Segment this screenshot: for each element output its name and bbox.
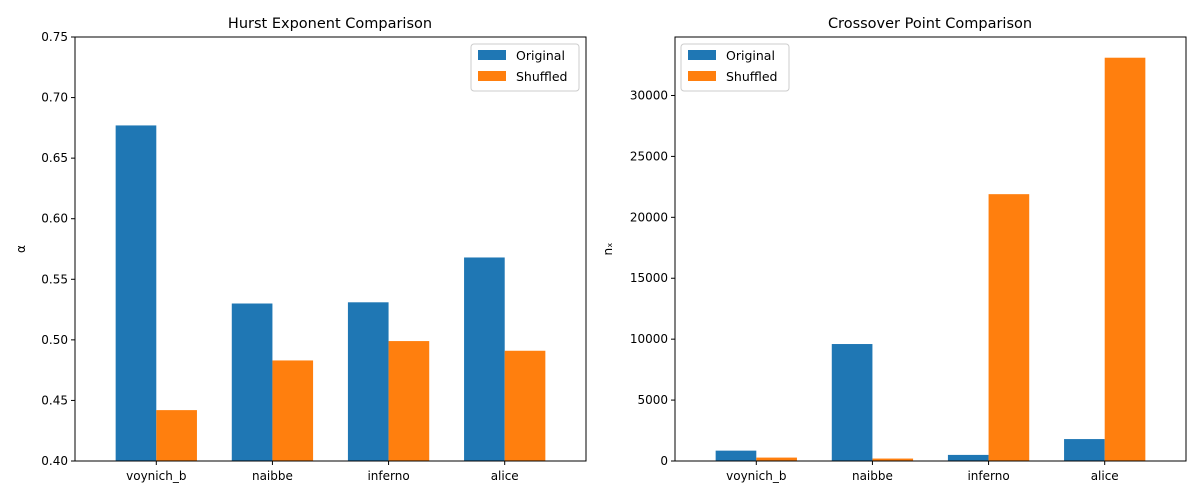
y-tick-label: 10000 xyxy=(630,332,668,346)
legend-label-original: Original xyxy=(516,48,565,63)
x-tick-label: inferno xyxy=(967,469,1009,483)
bar-shuffled-voynich_b xyxy=(756,457,797,461)
bar-original-inferno xyxy=(947,454,989,461)
y-tick-label: 30000 xyxy=(630,88,668,102)
hurst-chart: Hurst Exponent Comparison α voynich_b nai… xyxy=(14,16,587,483)
x-tick-label: naibbe xyxy=(852,469,893,483)
legend-label-shuffled: Shuffled xyxy=(516,69,568,84)
y-tick-label: 0.40 xyxy=(41,454,68,468)
bar-shuffled-naibbe xyxy=(272,360,314,461)
bar-shuffled-naibbe xyxy=(872,458,914,461)
y-tick-label: 0.50 xyxy=(41,333,68,347)
legend-swatch-original xyxy=(478,50,506,60)
y-tick-label: 0.55 xyxy=(41,272,68,286)
y-axis-label: α xyxy=(14,245,28,253)
legend-label-original: Original xyxy=(726,48,775,63)
y-axis-label: nₓ xyxy=(601,243,615,256)
y-tick-label: 5000 xyxy=(637,393,668,407)
bar-original-voynich_b xyxy=(715,450,757,461)
y-tick-label: 0.65 xyxy=(41,151,68,165)
y-tick-label: 15000 xyxy=(630,271,668,285)
legend-swatch-shuffled xyxy=(688,71,716,81)
bar-original-naibbe xyxy=(231,303,273,461)
axis-ticks: voynich_b naibbe inferno alice 0.40 0.45 0.50 0… xyxy=(41,30,518,483)
crossover-chart: Crossover Point Comparison nₓ voynich_b n… xyxy=(601,16,1187,483)
bar-original-naibbe xyxy=(831,344,873,461)
y-tick-label: 0.60 xyxy=(41,212,68,226)
x-tick-label: alice xyxy=(1091,469,1119,483)
bar-original-alice xyxy=(1064,439,1105,461)
y-tick-label: 0.70 xyxy=(41,91,68,105)
chart-title: Crossover Point Comparison xyxy=(828,16,1032,32)
y-tick-label: 0 xyxy=(660,454,668,468)
bar-shuffled-inferno xyxy=(388,341,430,461)
axis-ticks: voynich_b naibbe inferno alice 0 5000 10000 150… xyxy=(630,88,1119,483)
legend-swatch-shuffled xyxy=(478,71,506,81)
bars xyxy=(715,57,1146,462)
y-tick-label: 25000 xyxy=(630,149,668,163)
x-tick-label: naibbe xyxy=(252,469,293,483)
bar-original-inferno xyxy=(347,302,389,461)
x-tick-label: voynich_b xyxy=(726,469,786,483)
x-tick-label: inferno xyxy=(367,469,409,483)
y-tick-label: 0.45 xyxy=(41,393,68,407)
legend-label-shuffled: Shuffled xyxy=(726,69,778,84)
bar-shuffled-inferno xyxy=(988,194,1030,462)
x-tick-label: alice xyxy=(491,469,519,483)
chart-title: Hurst Exponent Comparison xyxy=(228,16,432,32)
legend: Original Shuffled xyxy=(680,43,790,92)
legend-swatch-original xyxy=(688,50,716,60)
bars xyxy=(115,125,546,462)
bar-shuffled-voynich_b xyxy=(156,410,197,461)
bar-original-alice xyxy=(464,257,505,461)
y-tick-label: 0.75 xyxy=(41,30,68,44)
bar-shuffled-alice xyxy=(504,350,546,461)
bar-original-voynich_b xyxy=(115,125,157,462)
y-tick-label: 20000 xyxy=(630,210,668,224)
legend: Original Shuffled xyxy=(470,43,580,92)
plot-frame xyxy=(74,36,587,462)
x-tick-label: voynich_b xyxy=(126,469,186,483)
bar-shuffled-alice xyxy=(1104,57,1146,462)
plot-frame xyxy=(674,36,1187,462)
